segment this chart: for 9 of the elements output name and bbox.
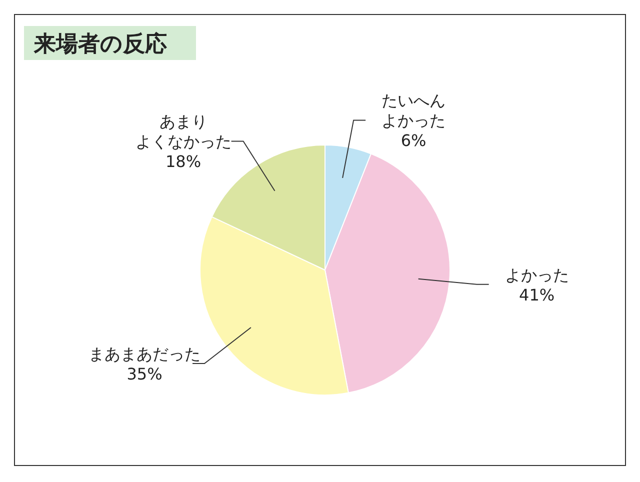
- data-label: 18%: [166, 152, 202, 172]
- slice-label: あまりよくなかった: [135, 112, 232, 152]
- data-label: 35%: [126, 364, 162, 384]
- slice-label: よかった: [504, 265, 569, 284]
- chart-title: 来場者の反応: [33, 31, 167, 57]
- slice-label: たいへんよかった: [382, 91, 446, 130]
- data-label: 6%: [400, 131, 426, 150]
- slice-label: まあまあだった: [88, 344, 200, 364]
- data-label: 41%: [519, 285, 555, 304]
